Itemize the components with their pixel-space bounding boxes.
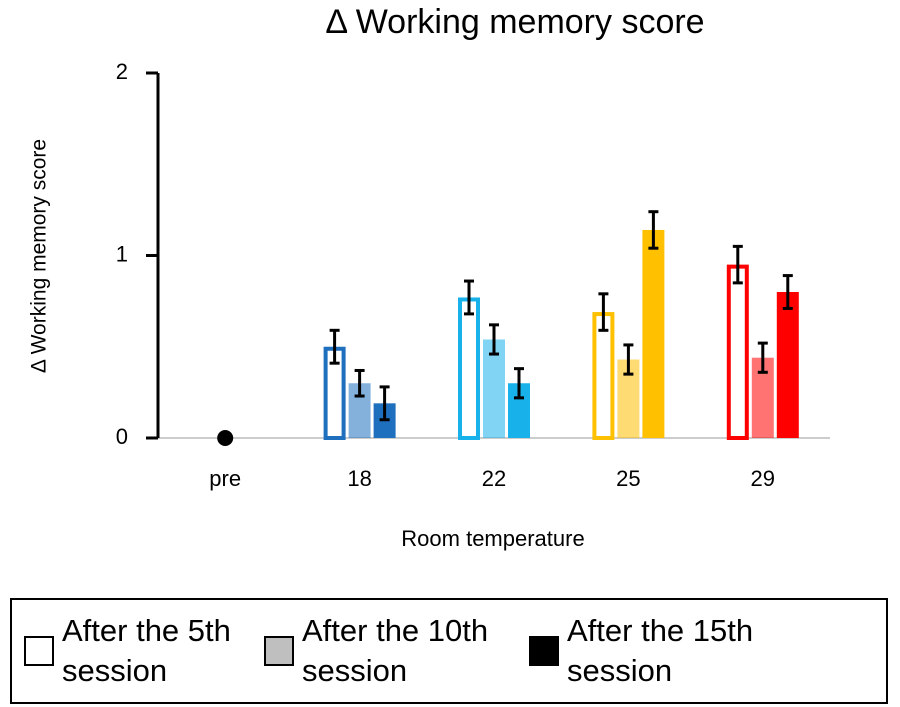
y-tick-label: 0 xyxy=(116,424,128,449)
legend: After the 5th session After the 10th sess… xyxy=(10,598,888,704)
error-bar xyxy=(732,244,743,285)
error-bar xyxy=(598,292,609,332)
y-axis-label: Δ Working memory score xyxy=(28,139,51,373)
error-bar xyxy=(489,323,499,356)
legend-label: After the 10th session xyxy=(302,613,489,688)
x-tick-label: 22 xyxy=(482,466,506,491)
legend-swatch xyxy=(264,636,294,666)
y-tick-label: 1 xyxy=(116,241,128,266)
pre-point xyxy=(217,430,234,446)
x-axis-label: Room temperature xyxy=(401,526,584,551)
error-bar xyxy=(514,367,524,400)
bar xyxy=(642,229,665,438)
bar xyxy=(726,264,749,440)
bar xyxy=(483,339,505,438)
bar xyxy=(617,359,640,438)
bar xyxy=(348,383,371,438)
x-tick-label: pre xyxy=(209,466,241,491)
x-tick-label: 18 xyxy=(347,466,371,491)
legend-item: After the 5th session xyxy=(12,611,252,691)
error-bar xyxy=(648,210,659,250)
chart-title: Δ Working memory score xyxy=(325,3,704,41)
chart: Δ Working memory score Δ Working memory … xyxy=(28,3,830,551)
error-bar xyxy=(354,368,365,398)
error-bar xyxy=(782,274,793,310)
y-tick-label: 2 xyxy=(116,59,128,84)
legend-label: After the 5th session xyxy=(62,613,231,688)
bar xyxy=(776,292,799,438)
bar xyxy=(592,312,615,441)
x-tick-label: 29 xyxy=(751,466,775,491)
legend-swatch xyxy=(529,636,559,666)
error-bar xyxy=(329,328,340,365)
bar xyxy=(751,357,774,438)
legend-swatch xyxy=(24,636,54,666)
error-bar xyxy=(379,385,390,422)
legend-item: After the 15th session xyxy=(517,611,782,691)
error-bar xyxy=(464,279,474,316)
bar xyxy=(508,383,530,438)
error-bar xyxy=(623,343,634,376)
legend-item: After the 10th session xyxy=(252,611,517,691)
bar xyxy=(458,297,480,440)
error-bar xyxy=(757,341,768,374)
x-tick-label: 25 xyxy=(616,466,640,491)
legend-label: After the 15th session xyxy=(567,613,754,688)
